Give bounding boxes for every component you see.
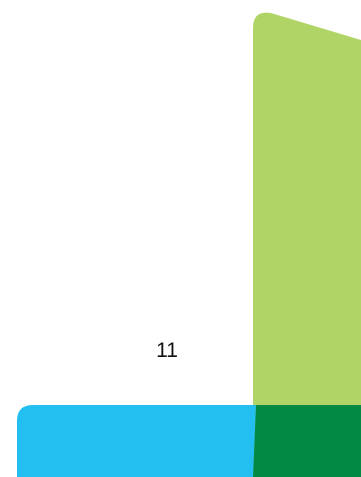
page-number: 11 bbox=[156, 339, 178, 362]
light-green-panel-shape bbox=[253, 12, 361, 477]
sky-blue-band-shape bbox=[17, 405, 256, 477]
dark-green-block-shape bbox=[253, 405, 361, 477]
